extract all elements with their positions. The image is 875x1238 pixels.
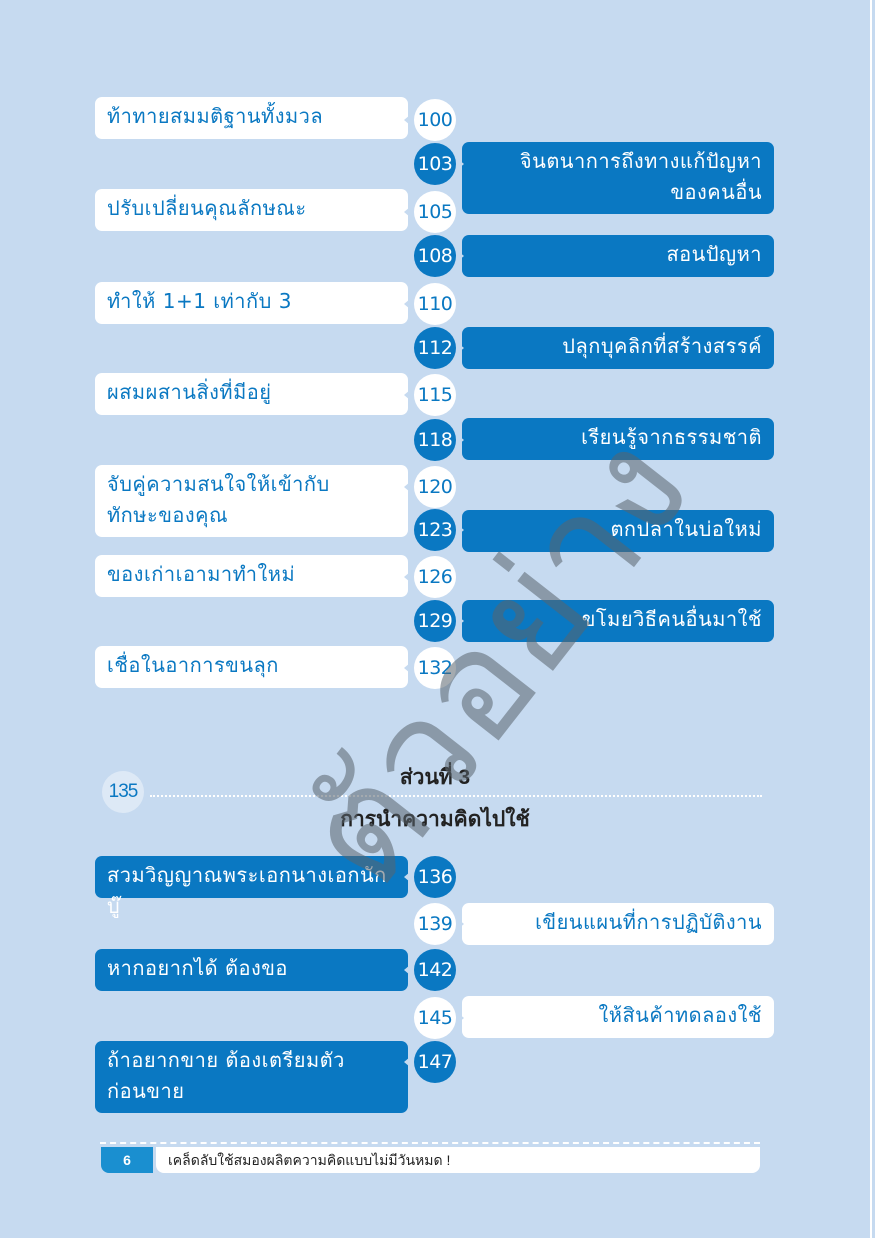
chevron-right-icon (458, 525, 464, 535)
toc-page-number: 110 (414, 283, 456, 325)
toc-entry-title[interactable]: ขโมยวิธีคนอื่นมาใช้ (462, 600, 774, 642)
chevron-right-icon (458, 919, 464, 929)
toc-page-number: 123 (414, 509, 456, 551)
toc-entry-title[interactable]: หากอยากได้ ต้องขอ (95, 949, 408, 991)
chevron-left-icon (404, 299, 410, 309)
toc-page-number: 142 (414, 949, 456, 991)
section-title[interactable]: การนำความคิดไปใช้ (340, 808, 530, 831)
chevron-left-icon (404, 482, 410, 492)
toc-entry-title[interactable]: ให้สินค้าทดลองใช้ (462, 996, 774, 1038)
toc-entry-title[interactable]: ถ้าอยากขาย ต้องเตรียมตัว ก่อนขาย (95, 1041, 408, 1113)
toc-entry-title[interactable]: จับคู่ความสนใจให้เข้ากับ ทักษะของคุณ (95, 465, 408, 537)
toc-entry-title[interactable]: เขียนแผนที่การปฏิบัติงาน (462, 903, 774, 945)
footer-book-title: เคล็ดลับใช้สมองผลิตความคิดแบบไม่มีวันหมด… (156, 1147, 760, 1173)
chevron-left-icon (404, 572, 410, 582)
toc-entry-title[interactable]: เชื่อในอาการขนลุก (95, 646, 408, 688)
chevron-right-icon (458, 343, 464, 353)
toc-page-number: 112 (414, 327, 456, 369)
toc-page-number: 129 (414, 600, 456, 642)
chevron-left-icon (404, 1057, 410, 1067)
toc-entry-title[interactable]: ปรับเปลี่ยนคุณลักษณะ (95, 189, 408, 231)
toc-page-number: 100 (414, 99, 456, 141)
toc-page-number: 115 (414, 374, 456, 416)
chevron-left-icon (404, 390, 410, 400)
toc-entry-title[interactable]: ทำให้ 1+1 เท่ากับ 3 (95, 282, 408, 324)
toc-entry-title[interactable]: ปลุกบุคลิกที่สร้างสรรค์ (462, 327, 774, 369)
toc-entry-title[interactable]: สอนปัญหา (462, 235, 774, 277)
toc-entry-title[interactable]: จินตนาการถึงทางแก้ปัญหา ของคนอื่น (462, 142, 774, 214)
section-label: ส่วนที่ 3 (399, 766, 471, 789)
chevron-right-icon (458, 1013, 464, 1023)
toc-page-number: 139 (414, 903, 456, 945)
toc-page-number: 120 (414, 466, 456, 508)
toc-page-number: 126 (414, 556, 456, 598)
section-divider (150, 795, 762, 797)
chevron-right-icon (458, 251, 464, 261)
toc-page-number: 132 (414, 647, 456, 689)
chevron-left-icon (404, 663, 410, 673)
toc-page-number: 145 (414, 997, 456, 1039)
section-page-number: 135 (102, 771, 144, 813)
toc-page-number: 108 (414, 235, 456, 277)
toc-page-number: 136 (414, 856, 456, 898)
chevron-left-icon (404, 207, 410, 217)
toc-entry-title[interactable]: ผสมผสานสิ่งที่มีอยู่ (95, 373, 408, 415)
chevron-left-icon (404, 115, 410, 125)
footer-page-number: 6 (101, 1147, 153, 1173)
toc-page-number: 118 (414, 419, 456, 461)
toc-entry-title[interactable]: สวมวิญญาณพระเอกนางเอกนักบู๊ (95, 856, 408, 918)
chevron-left-icon (404, 872, 410, 882)
chevron-right-icon (458, 435, 464, 445)
toc-page-number: 105 (414, 191, 456, 233)
toc-page-number: 147 (414, 1041, 456, 1083)
chevron-right-icon (458, 159, 464, 169)
toc-entry-title[interactable]: เรียนรู้จากธรรมชาติ (462, 418, 774, 460)
page-edge (870, 0, 872, 1238)
footer-divider (100, 1142, 760, 1144)
chevron-left-icon (404, 965, 410, 975)
toc-entry-title[interactable]: ของเก่าเอามาทำใหม่ (95, 555, 408, 597)
toc-entry-title[interactable]: ตกปลาในบ่อใหม่ (462, 510, 774, 552)
toc-page-number: 103 (414, 143, 456, 185)
toc-entry-title[interactable]: ท้าทายสมมติฐานทั้งมวล (95, 97, 408, 139)
chevron-right-icon (458, 616, 464, 626)
